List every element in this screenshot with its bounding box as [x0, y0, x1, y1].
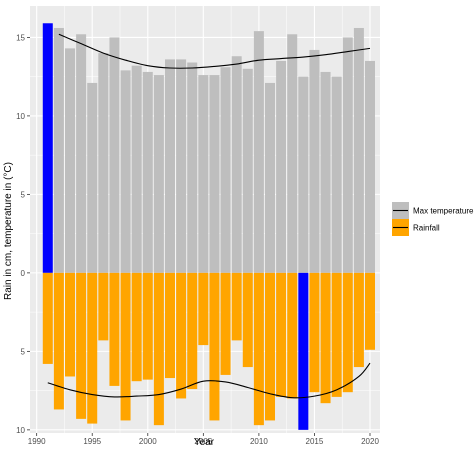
- legend-label-rainfall: Rainfall: [413, 224, 440, 233]
- bar-max-temperature: [198, 75, 209, 273]
- bar-rainfall: [220, 272, 231, 375]
- bar-rainfall: [198, 272, 209, 346]
- bar-rainfall: [120, 272, 131, 421]
- trend-line-rainfall: [47, 362, 371, 399]
- bar-max-temperature: [309, 49, 320, 273]
- bar-max-temperature: [353, 27, 364, 273]
- bar-rainfall: [176, 272, 187, 399]
- bar-rainfall: [53, 272, 64, 410]
- bar-rainfall: [287, 272, 298, 399]
- x-axis-title: Year: [194, 437, 215, 448]
- bar-max-temperature: [87, 82, 98, 273]
- bar-max-temperature: [242, 68, 253, 273]
- y-tick-label: 0: [21, 269, 26, 278]
- bar-max-temperature: [220, 67, 231, 273]
- x-tick-label: 1990: [28, 437, 46, 446]
- bar-max-temperature: [320, 71, 331, 273]
- legend-label-max-temperature: Max temperature: [413, 207, 474, 216]
- y-axis-title: Rain in cm, temperature in (°C): [3, 162, 14, 300]
- bar-rainfall: [231, 272, 242, 341]
- bar-rainfall: [253, 272, 264, 426]
- bar-rainfall: [331, 272, 342, 397]
- bar-max-temperature: [231, 56, 242, 273]
- y-tick-label: 10: [16, 426, 25, 435]
- y-tick-label: 5: [21, 190, 26, 199]
- bar-rainfall: [209, 272, 220, 421]
- bar-max-temperature: [142, 71, 153, 273]
- bar-max-temperature: [331, 76, 342, 273]
- bar-rainfall: [365, 272, 375, 350]
- bar-max-temperature: [265, 82, 275, 273]
- bars: [42, 23, 375, 430]
- bar-max-temperature: [209, 75, 220, 273]
- trend-line-max-temperature: [58, 33, 371, 69]
- legend: Max temperature Rainfall: [392, 202, 474, 236]
- bar-max-temperature: [365, 60, 375, 273]
- bar-max-temperature: [131, 65, 142, 273]
- x-tick-label: 2020: [361, 437, 379, 446]
- trend-lines: [47, 33, 371, 399]
- y-tick-label: 5: [21, 347, 26, 356]
- bar-max-temperature: [287, 34, 298, 273]
- bar-max-temperature: [98, 53, 109, 273]
- bar-rainfall: [298, 272, 309, 430]
- bar-max-temperature: [342, 37, 353, 273]
- x-tick-label: 2015: [306, 437, 324, 446]
- bar-max-temperature: [65, 48, 75, 273]
- bar-rainfall: [187, 272, 198, 390]
- bar-rainfall: [276, 272, 287, 397]
- bar-rainfall: [87, 272, 98, 424]
- bar-rainfall: [42, 272, 53, 364]
- bar-max-temperature: [165, 59, 175, 273]
- bar-rainfall: [109, 272, 120, 386]
- bar-rainfall: [65, 272, 75, 377]
- x-tick-label: 2005: [194, 437, 212, 446]
- bar-max-temperature: [53, 27, 64, 273]
- bar-rainfall: [342, 272, 353, 393]
- bar-max-temperature: [120, 70, 131, 273]
- bar-max-temperature: [253, 31, 264, 273]
- bar-rainfall: [98, 272, 109, 341]
- bar-max-temperature: [276, 60, 287, 273]
- bar-rainfall: [320, 272, 331, 404]
- bar-max-temperature: [298, 76, 309, 273]
- bar-max-temperature: [109, 37, 120, 273]
- bar-rainfall: [76, 272, 87, 419]
- x-axis: 1990 1995 2000 2005 2010 2015 2020: [28, 433, 379, 446]
- x-tick-label: 2010: [250, 437, 268, 446]
- y-tick-label: 15: [16, 33, 25, 42]
- bar-rainfall: [353, 272, 364, 368]
- bar-rainfall: [142, 272, 153, 380]
- bar-max-temperature: [187, 62, 198, 273]
- bar-max-temperature: [153, 75, 164, 273]
- bar-rainfall: [153, 272, 164, 426]
- x-tick-label: 1995: [83, 437, 101, 446]
- bar-rainfall: [265, 272, 275, 421]
- y-tick-label: 10: [16, 112, 25, 121]
- bar-rainfall: [165, 272, 175, 379]
- x-tick-label: 2000: [139, 437, 157, 446]
- bar-rainfall: [242, 272, 253, 368]
- bar-max-temperature: [42, 23, 53, 273]
- bar-max-temperature: [76, 34, 87, 273]
- y-axis: 15 10 5 0 5 10: [16, 33, 30, 435]
- bar-max-temperature: [176, 59, 187, 273]
- bar-rainfall: [309, 272, 320, 393]
- bar-rainfall: [131, 272, 142, 382]
